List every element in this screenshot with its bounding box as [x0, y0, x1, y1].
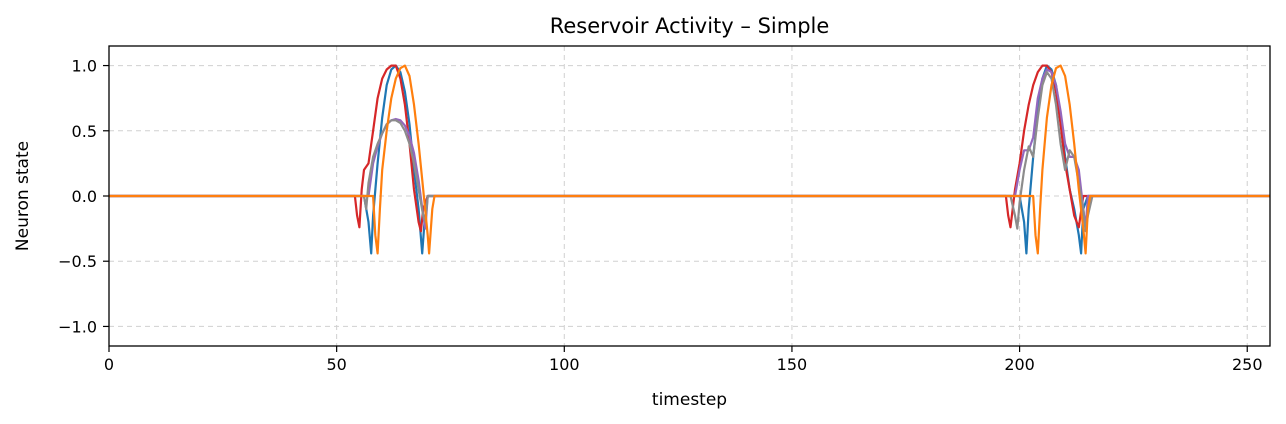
y-tick-label: 0.5: [72, 122, 97, 141]
series-line-4: [109, 71, 1270, 233]
x-tick-label: 100: [549, 355, 580, 374]
series-lines: [109, 64, 1270, 255]
chart-title: Reservoir Activity – Simple: [550, 14, 830, 38]
x-tick-label: 250: [1232, 355, 1263, 374]
x-axis-label: timestep: [652, 390, 727, 410]
y-axis-label: Neuron state: [13, 141, 33, 251]
x-tick-label: 150: [777, 355, 808, 374]
axis-ticks: 0 50 100 150 200 250 1.0 0.5 0.0 −0.5 −1.0: [58, 57, 1262, 374]
y-tick-label: −0.5: [58, 252, 97, 271]
x-tick-label: 200: [1004, 355, 1035, 374]
series-line-5: [109, 64, 1270, 255]
y-tick-label: −1.0: [58, 317, 97, 336]
y-tick-label: 1.0: [72, 57, 97, 76]
y-tick-label: 0.0: [72, 187, 97, 206]
x-tick-label: 0: [104, 355, 114, 374]
x-tick-label: 50: [326, 355, 346, 374]
